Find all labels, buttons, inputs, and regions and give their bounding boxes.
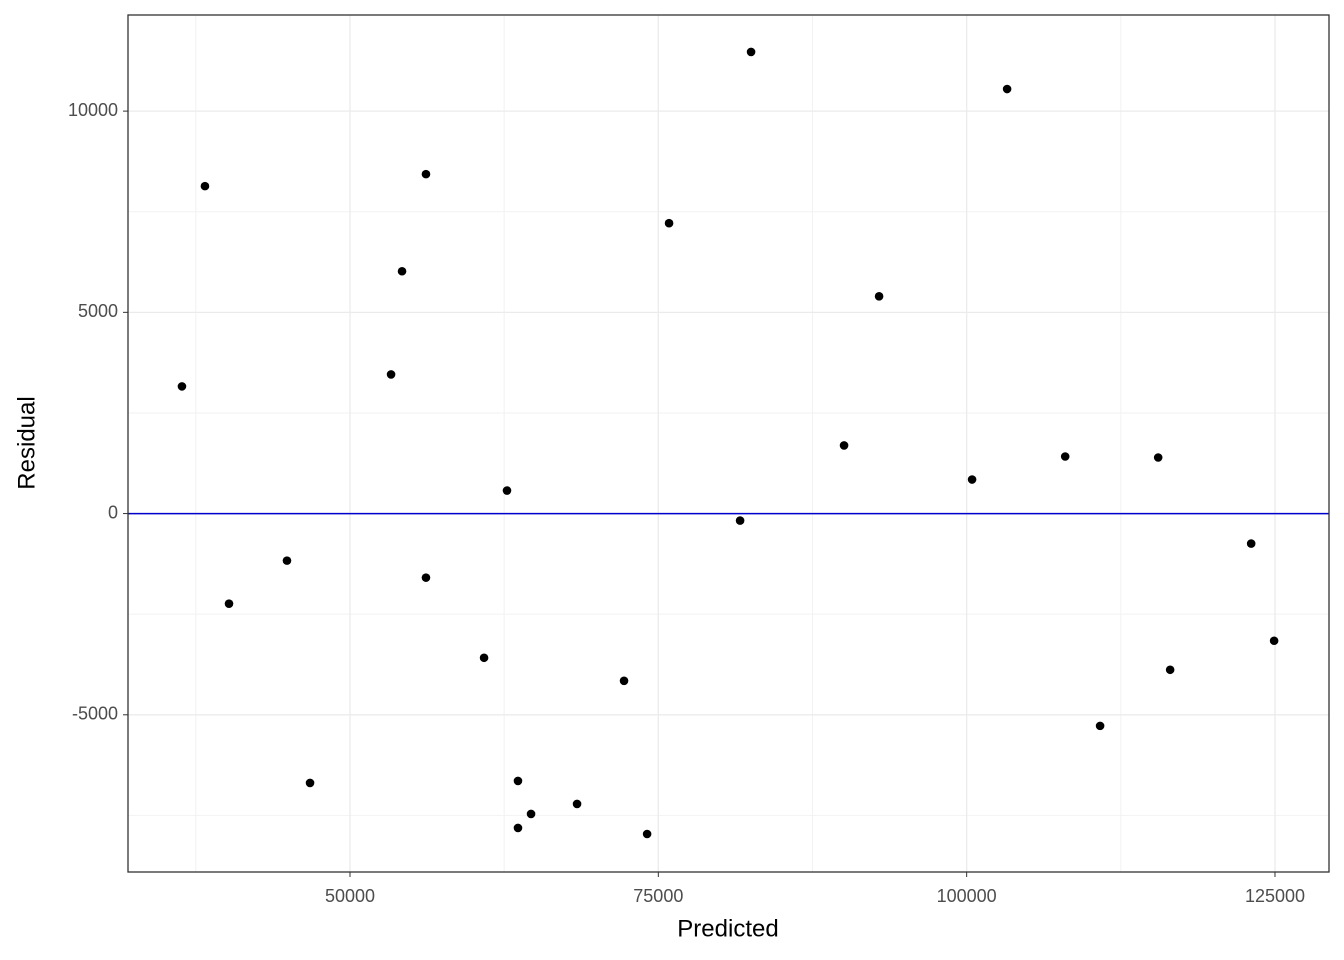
point [1095,721,1105,731]
point [1165,665,1175,675]
point [200,181,210,191]
x-tick-label: 125000 [1245,886,1305,906]
point [421,169,431,179]
x-axis-title: Predicted [677,915,778,942]
point [967,475,977,484]
point [839,441,849,450]
point [386,370,396,379]
point [1060,452,1070,461]
y-tick-label: -5000 [72,704,118,724]
point [177,382,187,391]
point [664,218,674,228]
point [735,516,745,525]
point [874,291,884,301]
point [1153,453,1163,462]
x-tick-label: 100000 [937,886,997,906]
y-tick-label: 10000 [68,100,118,120]
point [479,653,489,663]
point [619,676,629,686]
x-tick-label: 75000 [633,886,683,906]
point [421,573,431,582]
point [642,829,652,839]
point [282,556,292,565]
x-tick-label: 50000 [325,886,375,906]
plot-border [127,14,1330,873]
point [746,47,756,57]
point [397,266,407,276]
y-axis-title: Residual [13,396,40,489]
point [224,599,234,608]
point [1269,636,1279,646]
y-tick-label: 0 [108,502,118,522]
y-tick-label: 5000 [78,301,118,321]
point [513,776,523,786]
point [502,486,512,495]
point [526,809,536,819]
point [1246,539,1256,548]
point [572,799,582,809]
point [305,778,315,788]
point [1002,84,1012,94]
point [513,823,523,833]
